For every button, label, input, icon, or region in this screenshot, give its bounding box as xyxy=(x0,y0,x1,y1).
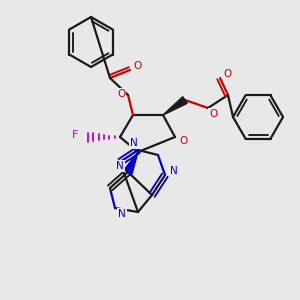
Text: N: N xyxy=(130,138,138,148)
Polygon shape xyxy=(163,97,187,115)
Text: N: N xyxy=(116,161,124,171)
Text: O: O xyxy=(179,136,187,146)
Text: F: F xyxy=(72,130,78,140)
Text: O: O xyxy=(117,89,125,99)
Polygon shape xyxy=(124,152,138,174)
Text: N: N xyxy=(118,209,126,219)
Text: O: O xyxy=(224,69,232,79)
Text: N: N xyxy=(170,166,178,176)
Text: O: O xyxy=(134,61,142,71)
Text: O: O xyxy=(209,109,217,119)
